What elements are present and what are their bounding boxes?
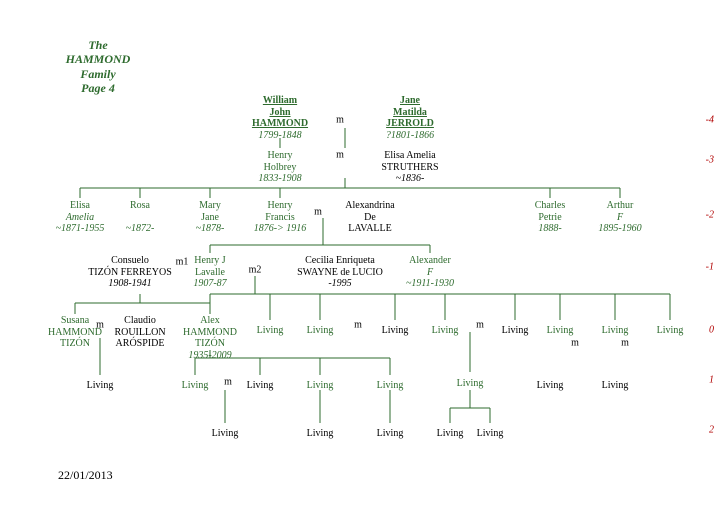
generation-label: -2 xyxy=(706,210,714,221)
marriage-marker: m xyxy=(476,320,484,331)
generation-label: -1 xyxy=(706,262,714,273)
person-node: ElisaAmelia~1871-1955 xyxy=(50,200,110,235)
person-node: Living xyxy=(535,325,585,337)
person-node: Living xyxy=(590,380,640,392)
person-node: AlexHAMMONDTIZÓN1935-2009 xyxy=(175,315,245,361)
person-node: Living xyxy=(170,380,220,392)
marriage-marker: m xyxy=(96,320,104,331)
marriage-marker: m xyxy=(621,338,629,349)
person-node: Rosa~1872- xyxy=(115,200,165,235)
generation-label: 2 xyxy=(709,425,714,436)
person-node: Living xyxy=(645,325,695,337)
person-node: ClaudioROUILLONARÓSPIDE xyxy=(105,315,175,350)
person-node: HenryFrancis1876-> 1916 xyxy=(245,200,315,235)
person-node: ConsueloTIZÓN FERREYOS1908-1941 xyxy=(80,255,180,290)
person-node: AlexandrinaDeLAVALLE xyxy=(330,200,410,235)
marriage-marker: m xyxy=(336,115,344,126)
person-node: Living xyxy=(420,325,470,337)
marriage-marker: m2 xyxy=(249,265,262,276)
footer-date: 22/01/2013 xyxy=(58,468,113,483)
person-node: Living xyxy=(465,428,515,440)
generation-label: 1 xyxy=(709,375,714,386)
person-node: HenryHolbrey1833-1908 xyxy=(240,150,320,185)
person-node: Henry JLavalle1907-87 xyxy=(180,255,240,290)
person-node: Living xyxy=(295,325,345,337)
person-node: Living xyxy=(370,325,420,337)
marriage-marker: m xyxy=(336,150,344,161)
marriage-marker: m xyxy=(571,338,579,349)
generation-label: 0 xyxy=(709,325,714,336)
person-node: Living xyxy=(525,380,575,392)
marriage-marker: m xyxy=(314,207,322,218)
person-node: ArthurF1895-1960 xyxy=(590,200,650,235)
person-node: Living xyxy=(235,380,285,392)
person-node: Living xyxy=(200,428,250,440)
person-node: MaryJane~1878- xyxy=(180,200,240,235)
person-node: Living xyxy=(490,325,540,337)
person-node: Living xyxy=(295,380,345,392)
person-node: Living xyxy=(590,325,640,337)
person-node: Elisa AmeliaSTRUTHERS~1836- xyxy=(365,150,455,185)
person-node: AlexanderF~1911-1930 xyxy=(395,255,465,290)
person-node: CharlesPetrie1888- xyxy=(520,200,580,235)
person-node: Living xyxy=(445,378,495,390)
person-node: Living xyxy=(245,325,295,337)
person-node: Living xyxy=(295,428,345,440)
person-node: Living xyxy=(365,380,415,392)
person-node: Living xyxy=(75,380,125,392)
person-node: Living xyxy=(365,428,415,440)
person-node: WilliamJohnHAMMOND1799-1848 xyxy=(240,95,320,141)
person-node: Cecilia EnriquetaSWAYNE de LUCIO-1995 xyxy=(285,255,395,290)
generation-label: -4 xyxy=(706,115,714,126)
marriage-marker: m xyxy=(354,320,362,331)
marriage-marker: m xyxy=(224,377,232,388)
person-node: JaneMatildaJERROLD?1801-1866 xyxy=(370,95,450,141)
marriage-marker: m1 xyxy=(176,257,189,268)
generation-label: -3 xyxy=(706,155,714,166)
